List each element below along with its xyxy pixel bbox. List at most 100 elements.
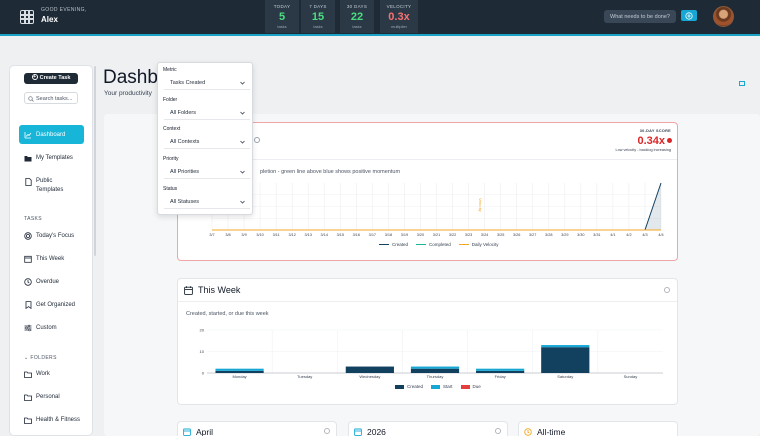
- x-tick-label: 3/8: [225, 233, 230, 237]
- document-icon: [24, 178, 32, 186]
- sidebar-folder-personal[interactable]: Personal: [19, 388, 84, 406]
- x-tick-label: 3/17: [369, 233, 376, 237]
- legend-label: Due: [472, 384, 481, 389]
- bar-created-monday: [215, 370, 264, 373]
- sidebar-item-label: Dashboard: [36, 131, 66, 138]
- week-legend: Created Start Due: [395, 384, 489, 389]
- priority-select[interactable]: All Priorities: [164, 166, 250, 179]
- calendar-icon: [354, 428, 362, 436]
- page-subtitle: Your productivity: [104, 90, 152, 97]
- quick-add-button[interactable]: [681, 10, 697, 21]
- sliders-icon: [24, 324, 32, 332]
- stat-value: 22: [350, 11, 364, 23]
- x-tick-label: 3/24: [481, 233, 488, 237]
- sidebar-folder-health-fitness[interactable]: Health & Fitness: [19, 411, 84, 429]
- gear-icon[interactable]: [664, 287, 670, 293]
- x-tick-label: Tuesday: [297, 374, 312, 379]
- legend-item-created: Created: [379, 242, 408, 247]
- x-tick-label: Saturday: [557, 374, 573, 379]
- card-title: 2026: [367, 427, 386, 436]
- x-tick-label: Sunday: [624, 374, 638, 379]
- context-select[interactable]: All Contexts: [164, 136, 250, 149]
- calendar-icon: [24, 255, 32, 263]
- x-tick-label: 3/13: [305, 233, 312, 237]
- folder-icon: [24, 370, 32, 378]
- target-icon: [24, 232, 32, 240]
- x-tick-label: 3/7: [209, 233, 214, 237]
- legend-item-created: Created: [395, 384, 423, 389]
- x-tick-label: 3/18: [385, 233, 392, 237]
- create-task-label: Create Task: [39, 75, 71, 81]
- sidebar-item-my-templates[interactable]: My Templates: [19, 149, 84, 167]
- sidebar-folder-work[interactable]: Work: [19, 365, 84, 383]
- stat-30-days[interactable]: 30 DAYS 22 tasks: [340, 0, 374, 33]
- search-input[interactable]: [36, 94, 76, 103]
- sidebar-item-public-templates[interactable]: Public Templates: [19, 174, 84, 196]
- sidebar-item-label: Get Organized: [36, 302, 76, 308]
- folder-icon: [24, 393, 32, 401]
- sidebar-item-label: Public Templates: [36, 178, 64, 193]
- april-card[interactable]: April: [177, 421, 337, 436]
- folder-icon: [24, 416, 32, 424]
- clock-icon: [524, 428, 532, 436]
- sidebar-search[interactable]: [24, 92, 78, 104]
- sidebar-item-label: Custom: [36, 325, 57, 331]
- create-task-button[interactable]: + Create Task: [24, 73, 78, 84]
- status-value: All Statuses: [170, 199, 200, 205]
- filter-label-context: Context: [163, 126, 181, 132]
- layout-toggle-icon[interactable]: [739, 81, 745, 86]
- quick-task-input[interactable]: [604, 10, 676, 23]
- stat-velocity[interactable]: VELOCITY 0.3x multiplier: [380, 0, 418, 33]
- x-tick-label: 3/25: [497, 233, 504, 237]
- sidebar-item-label: Work: [36, 371, 50, 377]
- x-tick-label: 3/28: [545, 233, 552, 237]
- filter-label-priority: Priority: [163, 156, 179, 162]
- avatar[interactable]: [713, 6, 734, 27]
- grid-logo-icon[interactable]: [20, 10, 34, 24]
- x-tick-label: 3/19: [401, 233, 408, 237]
- info-icon[interactable]: [254, 137, 260, 143]
- sidebar-item-label: This Week: [36, 256, 65, 262]
- filter-dropdown: Metric Tasks Created Folder All Folders …: [157, 62, 253, 215]
- sidebar-scrollbar[interactable]: [94, 66, 96, 256]
- metric-select[interactable]: Tasks Created: [164, 77, 250, 90]
- this-week-subtitle: Created, started, or due this week: [186, 311, 269, 317]
- stat-today[interactable]: TODAY 5 tasks: [265, 0, 299, 33]
- plus-icon: +: [31, 74, 38, 81]
- x-tick-label: 4/3: [642, 233, 647, 237]
- sidebar-item-dashboard[interactable]: Dashboard: [19, 125, 84, 144]
- year-card[interactable]: 2026: [348, 421, 508, 436]
- folders-section[interactable]: ⌄ FOLDERS: [24, 355, 57, 361]
- priority-value: All Priorities: [170, 169, 200, 175]
- sidebar-item-todays-focus[interactable]: Today's Focus: [19, 227, 84, 245]
- gear-icon[interactable]: [324, 428, 330, 434]
- x-tick-label: 3/20: [417, 233, 424, 237]
- x-tick-label: Friday: [495, 374, 506, 379]
- stat-label: 30 DAYS: [346, 4, 368, 9]
- this-week-bar-chart: 20 10 0 Monday Tuesday Wednesday Thursday Frida…: [200, 327, 663, 379]
- stat-sub: tasks: [313, 24, 323, 29]
- sidebar-item-custom[interactable]: Custom: [19, 319, 84, 337]
- filter-label-folder: Folder: [163, 97, 178, 103]
- gear-icon[interactable]: [495, 428, 501, 434]
- stat-7-days[interactable]: 7 DAYS 15 tasks: [301, 0, 335, 33]
- folder-value: All Folders: [170, 110, 196, 116]
- legend-label: Completed: [429, 242, 451, 247]
- folder-icon: [24, 154, 32, 162]
- status-select[interactable]: All Statuses: [164, 196, 250, 209]
- clock-icon: [24, 278, 32, 286]
- sidebar-item-this-week[interactable]: This Week: [19, 250, 84, 268]
- bar-created-wednesday: [345, 366, 394, 373]
- all-time-card[interactable]: All-time: [518, 421, 678, 436]
- x-tick-label: 4/1: [610, 233, 615, 237]
- stat-label: 7 DAYS: [309, 4, 327, 9]
- sidebar-item-get-organized[interactable]: Get Organized: [19, 296, 84, 314]
- card-title: All-time: [537, 427, 566, 436]
- legend-label: Created: [392, 242, 409, 247]
- y-tick-label: 20: [200, 327, 205, 332]
- legend-item-daily-velocity: Daily Velocity: [458, 242, 499, 247]
- folder-select[interactable]: All Folders: [164, 107, 250, 120]
- sidebar-item-overdue[interactable]: Overdue: [19, 273, 84, 291]
- velocity-score: 0.34x: [637, 135, 665, 147]
- plus-circle-icon: [685, 11, 693, 20]
